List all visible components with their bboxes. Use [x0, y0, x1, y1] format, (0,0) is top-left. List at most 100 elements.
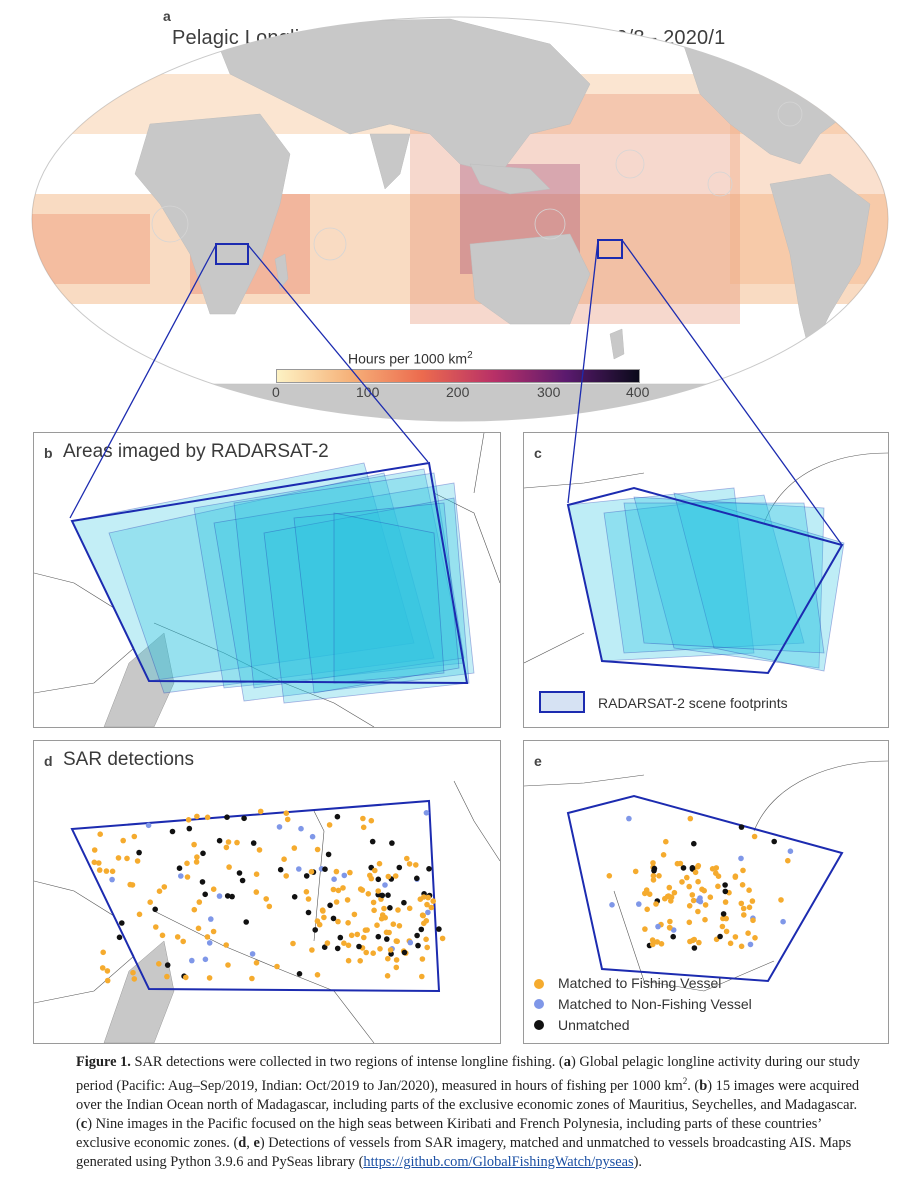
- detection-point: [351, 911, 358, 918]
- detection-point: [649, 937, 656, 943]
- detection-point: [335, 887, 342, 894]
- detection-point: [335, 918, 341, 925]
- detection-point: [305, 909, 312, 916]
- detection-point: [180, 938, 186, 945]
- detection-point: [393, 938, 400, 944]
- detection-point: [348, 932, 355, 939]
- detection-point: [216, 893, 223, 899]
- detection-point: [384, 973, 391, 979]
- panel-d-map: [34, 780, 500, 1043]
- detection-point: [266, 903, 273, 910]
- legend-dot-unmatched: [534, 1020, 544, 1030]
- detection-point: [324, 940, 331, 946]
- detection-point: [656, 873, 662, 879]
- legend-dot-non-fishing: [534, 999, 544, 1009]
- detection-point: [281, 856, 287, 862]
- detection-point: [436, 926, 442, 932]
- detection-point: [296, 866, 302, 872]
- detection-point: [741, 912, 747, 918]
- detection-point: [364, 927, 370, 933]
- detection-point: [426, 866, 432, 872]
- panel-d-title: SAR detections: [63, 749, 194, 770]
- detection-point: [340, 885, 346, 891]
- detection-point: [131, 833, 138, 840]
- detection-point: [752, 935, 758, 941]
- detection-point: [97, 831, 103, 837]
- detection-point: [178, 873, 184, 879]
- detection-point: [229, 893, 235, 900]
- detection-point: [396, 864, 403, 871]
- madagascar-landmass: [103, 940, 175, 1043]
- detection-point: [670, 933, 676, 940]
- detection-point: [176, 865, 183, 871]
- detection-point: [425, 909, 431, 916]
- panel-c-letter: c: [534, 445, 542, 461]
- detection-point: [321, 914, 327, 921]
- detection-point: [296, 971, 303, 977]
- detection-point: [666, 924, 673, 931]
- detection-point: [780, 918, 786, 925]
- detection-point: [642, 926, 648, 932]
- figure-caption: Figure 1. SAR detections were collected …: [76, 1054, 860, 1170]
- detection-point: [330, 915, 337, 922]
- detection-point: [406, 905, 413, 912]
- detection-point: [224, 814, 230, 820]
- detection-point: [707, 894, 714, 900]
- detection-point: [153, 924, 159, 930]
- detection-point: [161, 884, 168, 890]
- detection-point: [691, 945, 698, 951]
- detection-point: [679, 879, 685, 885]
- detection-point: [291, 894, 298, 900]
- footprint-legend-swatch: [539, 691, 585, 713]
- detection-point: [119, 920, 125, 926]
- detection-point: [312, 927, 319, 933]
- detection-point: [717, 933, 723, 940]
- detection-point: [653, 901, 659, 907]
- colorbar-tick: 400: [626, 384, 650, 400]
- detection-point: [720, 911, 727, 917]
- detection-point: [687, 815, 694, 822]
- detection-point: [361, 934, 367, 941]
- panel-e-eez-lines: [524, 760, 888, 992]
- panel-e-map: [524, 760, 888, 1030]
- detection-point: [689, 892, 696, 898]
- detection-point: [687, 938, 693, 945]
- detection-point: [650, 860, 656, 866]
- detection-point: [223, 844, 230, 851]
- detection-point: [368, 817, 375, 824]
- detection-point: [216, 837, 223, 844]
- panel-e-letter: e: [534, 753, 542, 769]
- detection-point: [337, 934, 344, 941]
- detection-point: [321, 944, 328, 950]
- detection-point: [636, 901, 642, 907]
- panel-d: d SAR detections: [33, 740, 501, 1044]
- legend-label-fishing: Matched to Fishing Vessel: [558, 975, 722, 991]
- detection-point: [239, 877, 246, 884]
- panel-b-letter: b: [44, 445, 53, 461]
- detection-point: [686, 903, 693, 909]
- detection-point: [419, 956, 426, 962]
- detection-point: [423, 918, 430, 924]
- detection-point: [234, 839, 240, 846]
- detection-point: [424, 944, 431, 951]
- detection-point: [702, 916, 708, 923]
- legend-dot-fishing: [534, 979, 544, 989]
- pyseas-link[interactable]: https://github.com/GlobalFishingWatch/py…: [363, 1153, 634, 1170]
- detection-point: [392, 873, 399, 879]
- detection-point: [164, 973, 170, 980]
- detection-point: [375, 933, 382, 940]
- detection-point: [695, 908, 701, 915]
- detection-point: [626, 815, 632, 822]
- detection-point: [341, 940, 347, 946]
- detection-point: [327, 902, 333, 909]
- detection-point: [253, 960, 260, 966]
- detection-point: [199, 879, 206, 885]
- detection-point: [208, 916, 214, 922]
- detection-point: [666, 884, 673, 891]
- detection-point: [291, 845, 298, 851]
- detection-point: [202, 891, 208, 898]
- detection-point: [655, 923, 661, 930]
- detection-point: [250, 840, 257, 846]
- detection-point: [372, 867, 378, 874]
- detection-point: [191, 841, 197, 848]
